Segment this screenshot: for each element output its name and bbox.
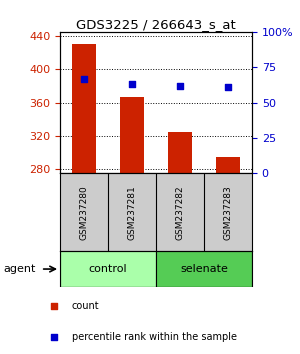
Point (130, 81, 134, 87)
Point (52, 334, 56, 340)
Text: GSM237281: GSM237281 (128, 185, 136, 240)
Text: percentile rank within the sample: percentile rank within the sample (72, 332, 237, 342)
Bar (60, 251, 156, 287)
Text: GSM237282: GSM237282 (176, 185, 184, 240)
Text: agent: agent (3, 264, 35, 274)
Bar (72, 44, 96, 173)
Text: control: control (89, 264, 127, 274)
Text: GSM237280: GSM237280 (80, 185, 88, 240)
Text: GSM237283: GSM237283 (224, 185, 232, 240)
Bar (156, 251, 252, 287)
Bar (216, 157, 240, 173)
Point (178, 83, 182, 88)
Point (52, 303, 56, 308)
Bar (120, 97, 144, 173)
Bar (168, 132, 192, 173)
Point (82, 76, 86, 81)
Point (226, 84, 230, 90)
Title: GDS3225 / 266643_s_at: GDS3225 / 266643_s_at (76, 18, 236, 31)
Text: count: count (72, 301, 100, 310)
Text: selenate: selenate (180, 264, 228, 274)
